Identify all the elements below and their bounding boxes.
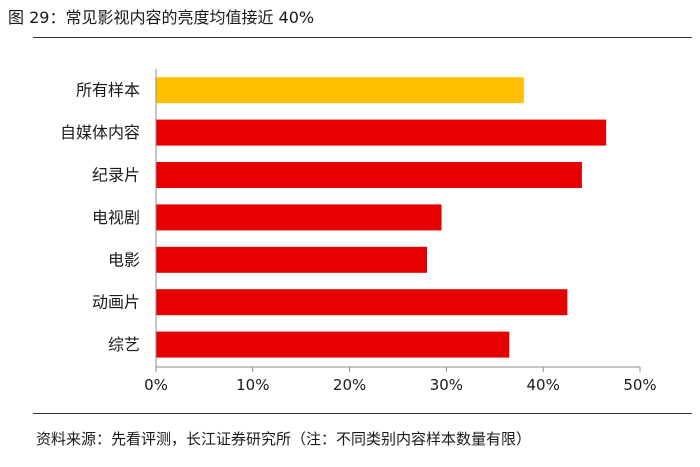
category-label-4: 电影	[108, 250, 140, 269]
x-tick-label-0: 0%	[144, 376, 168, 394]
x-tick-label-5: 50%	[623, 376, 656, 394]
bars-layer	[156, 77, 607, 358]
bar-6	[156, 331, 510, 358]
x-tick-label-1: 10%	[236, 376, 269, 394]
category-label-0: 所有样本	[76, 81, 140, 100]
source-divider	[33, 413, 692, 414]
bar-4	[156, 246, 428, 273]
category-label-6: 综艺	[108, 335, 140, 354]
x-tick-label-2: 20%	[333, 376, 366, 394]
figure-title: 图 29：常见影视内容的亮度均值接近 40%	[8, 8, 315, 27]
x-tick-label-4: 40%	[527, 376, 560, 394]
bar-1	[156, 119, 607, 146]
bar-5	[156, 289, 568, 316]
bar-3	[156, 204, 442, 231]
bar-0	[156, 77, 524, 104]
category-label-3: 电视剧	[92, 208, 140, 227]
title-divider	[33, 37, 692, 38]
category-label-1: 自媒体内容	[60, 123, 140, 142]
category-label-2: 纪录片	[92, 166, 140, 185]
category-label-5: 动画片	[92, 293, 140, 312]
source-note: 资料来源：先看评测，长江证券研究所（注：不同类别内容样本数量有限）	[36, 430, 532, 448]
x-tick-label-3: 30%	[430, 376, 463, 394]
x-axis-ticks: 0% 10% 20% 30% 40% 50%	[144, 367, 657, 394]
bar-2	[156, 162, 582, 188]
